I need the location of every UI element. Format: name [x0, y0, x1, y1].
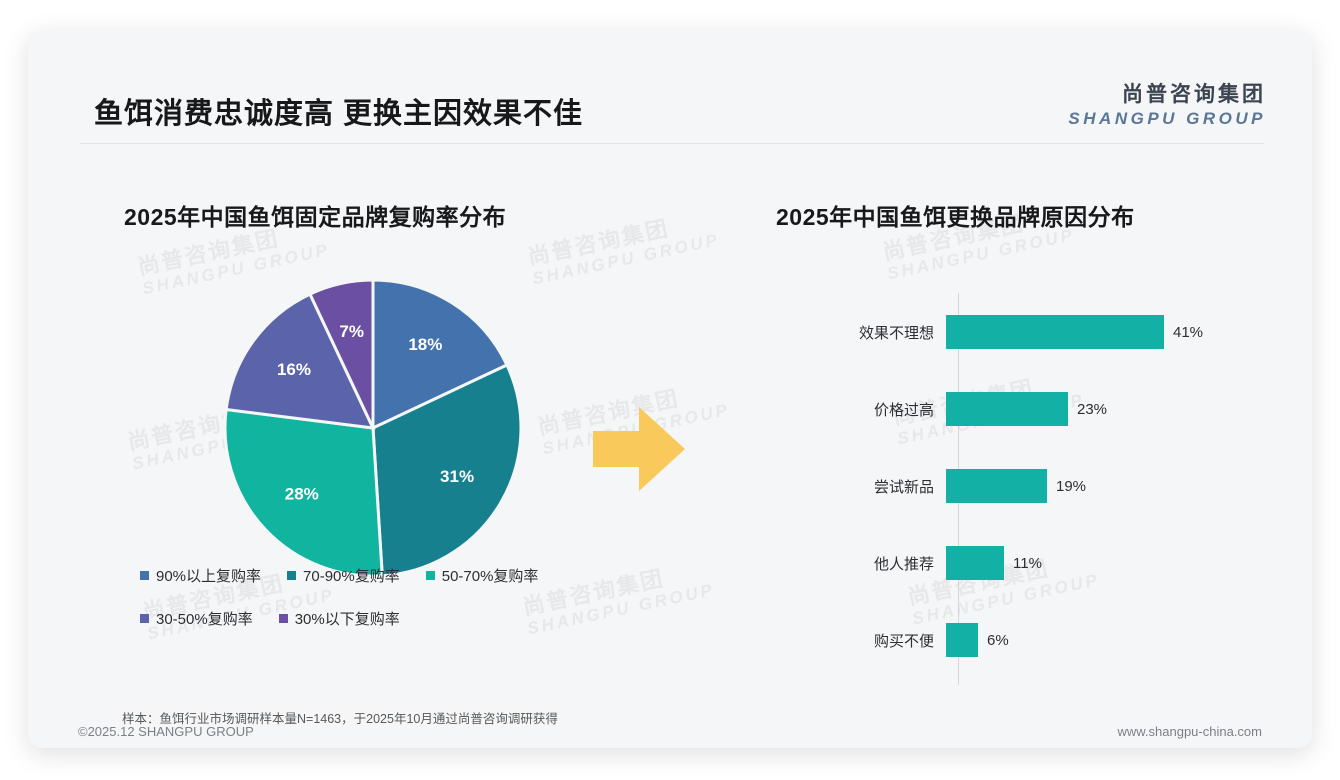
logo-text-en: SHANGPU GROUP: [1068, 109, 1266, 129]
pie-chart-svg: 18% 31% 28% 16% 7%: [223, 278, 523, 578]
bar-fill[interactable]: [946, 623, 978, 657]
pie-slice[interactable]: [223, 407, 384, 578]
bar-value-label: 41%: [1173, 323, 1204, 341]
footnote-container: 样本：鱼饵行业市场调研样本量N=1463，于2025年10月通过尚普咨询调研获得: [116, 705, 564, 730]
legend-item[interactable]: 90%以上复购率: [140, 565, 261, 586]
bar-row: 他人推荐 11%: [818, 546, 1258, 580]
bar-value-label: 19%: [1056, 477, 1087, 495]
bar-category-label: 尝试新品: [873, 478, 934, 496]
bar-chart: 效果不理想 41% 价格过高 23% 尝试新品 19% 他人推荐 11% 购买不便 6%: [818, 285, 1258, 685]
legend-swatch-icon: [278, 614, 288, 623]
legend-item[interactable]: 30-50%复购率: [140, 608, 253, 629]
pie-slice[interactable]: [224, 292, 376, 430]
flow-arrow-icon: [593, 405, 685, 498]
slide-card: 尚普咨询集团 SHANGPU GROUP 尚普咨询集团 SHANGPU GROU…: [28, 30, 1312, 748]
legend-label: 30-50%复购率: [156, 611, 253, 628]
bar-value-label: 23%: [1077, 400, 1108, 418]
pie-slice-label: 7%: [339, 322, 364, 341]
sample-footnote: 样本：鱼饵行业市场调研样本量N=1463，于2025年10月通过尚普咨询调研获得: [116, 705, 564, 730]
legend-label: 30%以下复购率: [294, 611, 400, 628]
pie-legend: 90%以上复购率 70-90%复购率 50-70%复购率 30-50%复购率 3…: [140, 565, 610, 651]
bar-fill[interactable]: [946, 469, 1047, 503]
bar-value-label: 11%: [1013, 554, 1042, 572]
bar-category-label: 他人推荐: [873, 555, 934, 573]
footer-bar: ©2025.12 SHANGPU GROUP www.shangpu-china…: [78, 718, 1262, 752]
legend-item[interactable]: 70-90%复购率: [287, 565, 400, 586]
logo-text-cn: 尚普咨询集团: [1122, 83, 1266, 106]
pie-chart-title: 2025年中国鱼饵固定品牌复购率分布: [124, 204, 507, 230]
bar-value-label: 6%: [987, 631, 1009, 649]
copyright-text: ©2025.12 SHANGPU GROUP: [78, 724, 254, 739]
watermark-cn: 尚普咨询集团: [525, 215, 672, 270]
legend-swatch-icon: [287, 571, 297, 580]
website-link[interactable]: www.shangpu-china.com: [1117, 724, 1262, 739]
page-title: 鱼饵消费忠诚度高 更换主因效果不佳: [94, 98, 584, 130]
legend-row: 30-50%复购率 30%以下复购率: [140, 608, 610, 629]
legend-label: 90%以上复购率: [156, 568, 262, 585]
bar-category-label: 购买不便: [873, 632, 934, 650]
legend-swatch-icon: [140, 571, 149, 580]
pie-slice-label: 18%: [408, 335, 442, 354]
legend-item[interactable]: 50-70%复购率: [425, 565, 539, 586]
legend-row: 90%以上复购率 70-90%复购率 50-70%复购率: [140, 565, 610, 586]
pie-slices: [223, 278, 523, 578]
pie-slice-label: 28%: [285, 484, 319, 503]
bar-fill[interactable]: [946, 315, 1164, 349]
bar-row: 效果不理想 41%: [818, 315, 1258, 349]
bar-chart-title: 2025年中国鱼饵更换品牌原因分布: [776, 204, 1135, 230]
pie-slice[interactable]: [371, 362, 523, 578]
watermark-en: SHANGPU GROUP: [885, 225, 1077, 284]
bar-fill[interactable]: [946, 546, 1004, 580]
pie-slice[interactable]: [371, 278, 509, 431]
legend-swatch-icon: [425, 571, 435, 580]
brand-logo: 尚普咨询集团 SHANGPU GROUP: [1068, 82, 1266, 130]
bar-fill[interactable]: [946, 392, 1068, 426]
pie-slice-labels: 18% 31% 28% 16% 7%: [277, 322, 474, 503]
pie-slice-label: 16%: [277, 360, 311, 379]
header: 鱼饵消费忠诚度高 更换主因效果不佳 尚普咨询集团 SHANGPU GROUP: [28, 30, 1312, 138]
watermark-en: SHANGPU GROUP: [530, 230, 722, 289]
pie-slice[interactable]: [307, 278, 375, 429]
bar-row: 购买不便 6%: [818, 623, 1258, 657]
bar-row: 价格过高 23%: [818, 392, 1258, 426]
pie-chart: 18% 31% 28% 16% 7%: [213, 268, 533, 588]
bar-category-label: 价格过高: [873, 401, 934, 419]
pie-slice-label: 31%: [440, 467, 474, 486]
legend-item[interactable]: 30%以下复购率: [278, 608, 400, 629]
legend-label: 70-90%复购率: [303, 568, 400, 585]
legend-label: 50-70%复购率: [441, 568, 539, 585]
bar-row: 尝试新品 19%: [818, 469, 1258, 503]
legend-swatch-icon: [140, 614, 149, 623]
bar-category-label: 效果不理想: [858, 324, 934, 342]
header-divider: [80, 143, 1264, 144]
